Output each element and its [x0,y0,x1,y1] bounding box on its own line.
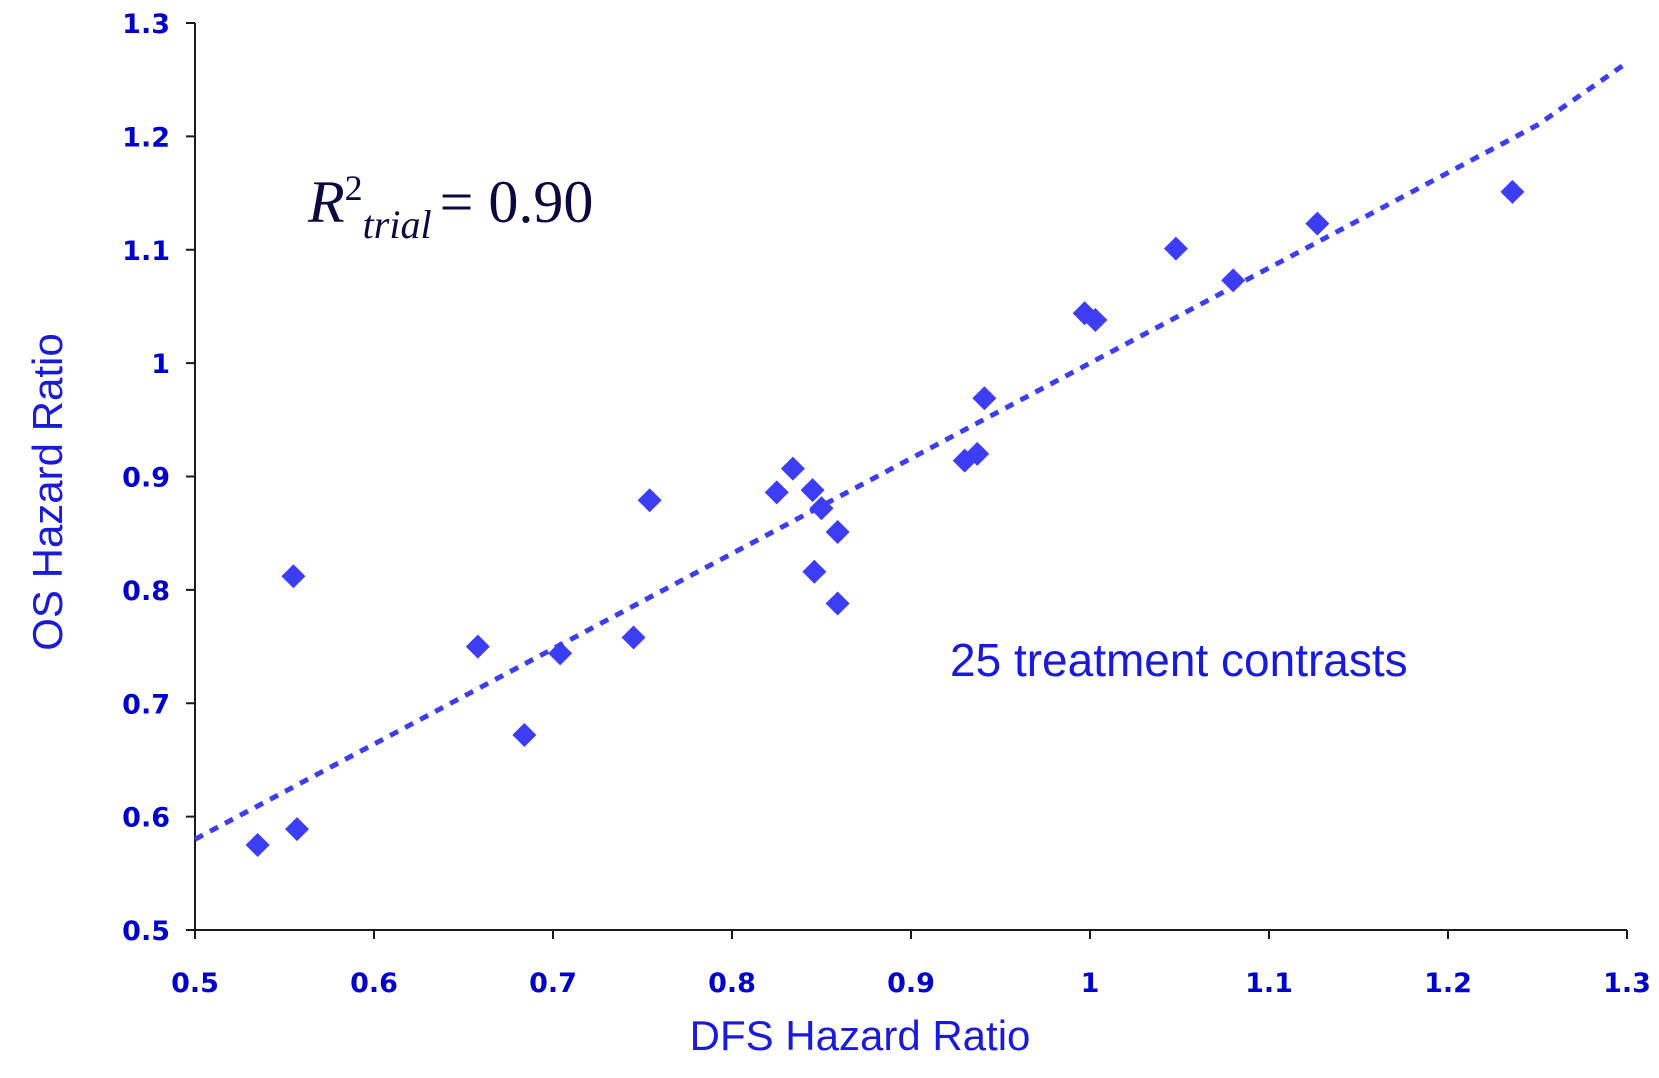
y-tick-labels: 0.5 0.6 0.7 0.8 0.9 1 1.1 1.2 1.3 [122,9,170,947]
y-tick-label: 1 [151,349,170,380]
data-point [281,564,306,589]
x-axis-title: DFS Hazard Ratio [690,1012,1031,1059]
x-tick-label: 0.9 [887,968,935,999]
data-point [800,478,825,503]
data-point [1221,268,1246,293]
x-tick-labels: 0.5 0.6 0.7 0.8 0.9 1 1.1 1.2 1.3 [171,968,1651,999]
y-tick-label: 0.7 [122,689,170,720]
r2-subscript: trial [363,202,432,247]
x-tick-label: 0.7 [529,968,577,999]
trend-line-group [193,60,1629,842]
r2-superscript: 2 [345,168,363,208]
data-point [548,641,573,666]
axes [186,22,1628,939]
data-point [465,634,490,659]
y-tick-label: 0.5 [122,916,170,947]
r2-symbol: R [307,169,345,235]
data-point [1083,308,1108,333]
data-point [780,456,805,481]
data-point [245,832,270,857]
r-squared-annotation: R2trial = 0.90 [307,168,593,247]
x-tick-label: 0.6 [350,968,398,999]
data-point [1163,236,1188,261]
data-point [1500,179,1525,204]
y-axis-title: OS Hazard Ratio [24,333,71,650]
data-points [245,179,1525,857]
x-tick-label: 0.5 [171,968,219,999]
data-point [825,520,850,545]
x-tick-label: 1 [1081,968,1100,999]
data-point [972,386,997,411]
data-point [512,722,537,747]
data-point [764,480,789,505]
x-tick-label: 1.2 [1424,968,1472,999]
y-tick-label: 0.6 [122,803,170,834]
data-point [809,496,834,521]
contrasts-annotation: 25 treatment contrasts [950,634,1408,686]
y-tick-label: 0.9 [122,463,170,494]
r2-value: = 0.90 [440,169,594,235]
data-point [637,488,662,513]
y-tick-label: 1.2 [122,122,170,153]
data-point [621,625,646,650]
data-point [1305,211,1330,236]
data-point [802,559,827,584]
y-tick-label: 1.1 [122,236,170,267]
data-point [285,817,310,842]
y-tick-label: 0.8 [122,576,170,607]
trend-line [193,60,1629,842]
x-tick-label: 1.1 [1245,968,1293,999]
x-tick-label: 1.3 [1603,968,1651,999]
data-point [825,591,850,616]
y-tick-label: 1.3 [122,9,170,40]
data-point [965,441,990,466]
x-tick-label: 0.8 [708,968,756,999]
